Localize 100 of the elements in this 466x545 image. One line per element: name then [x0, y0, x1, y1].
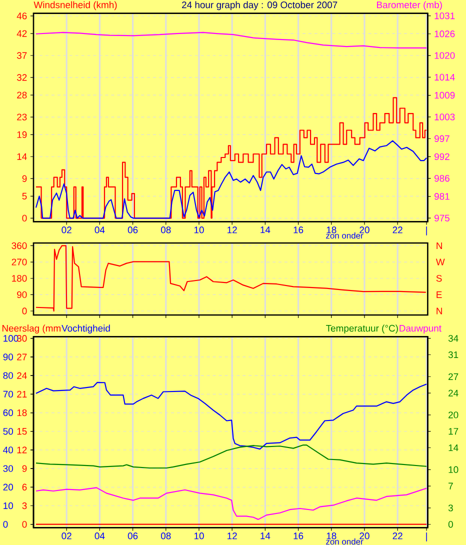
x-tick-label: 08: [161, 532, 171, 540]
y2-tick-label: 986: [434, 175, 450, 182]
x-tick-label: 02: [62, 226, 72, 234]
line-series: [35, 487, 428, 520]
y2-axis-title: Barometer (mb): [377, 1, 442, 10]
x-tick-label: 10: [194, 532, 204, 540]
text: Neerslag (mm: [2, 324, 60, 334]
text: zon onder: [326, 538, 364, 545]
y-tick-label: 0: [3, 521, 8, 528]
y2-tick-label: 3: [448, 504, 453, 512]
x-tick-label: 22: [392, 532, 402, 540]
y-tick-label: 23: [17, 114, 27, 120]
text: N: [436, 308, 442, 314]
y-tick-label: 100: [4, 335, 18, 342]
y-tick-label: 9: [22, 175, 27, 182]
y3-tick-label: 18: [17, 409, 27, 416]
y-tick-label: 42: [16, 30, 27, 37]
x-tick-label: |: [426, 226, 427, 236]
y2-tick-label: 17: [448, 428, 458, 435]
y2-tick-label: 1026: [434, 30, 455, 38]
x-tick-label: 04: [94, 532, 105, 540]
y-tick-label: 46: [16, 12, 27, 20]
text: Temperatuur (°C): [326, 324, 398, 334]
y-tick-label: 37: [16, 52, 27, 59]
line-series: [35, 245, 426, 312]
y-tick-label: 20: [3, 484, 14, 491]
x-tick-label: 02: [62, 532, 72, 540]
x-tick-label: 04: [94, 226, 105, 234]
y2-tick-label: 27: [448, 373, 458, 380]
y2-tick-label: 0: [448, 521, 453, 528]
y-tick-label: 180: [12, 275, 27, 282]
y2-tick-label: 7: [448, 482, 453, 490]
y-tick-label: 10: [4, 502, 14, 510]
y2-tick-label: 1003: [434, 114, 455, 120]
line-series: [35, 32, 428, 49]
x-tick-label: 18: [326, 532, 336, 540]
x-tick-label: 08: [161, 226, 171, 234]
x-tick-label: 22: [392, 226, 402, 234]
y2-tick-label: 20: [448, 412, 458, 418]
text: E: [436, 291, 442, 298]
y2-tick-label: 24: [448, 390, 458, 396]
y-tick-label: 0: [22, 308, 27, 314]
y2-tick-label: 1031: [434, 12, 455, 20]
x-tick-label: |: [426, 532, 427, 542]
y2-tick-label: 981: [434, 193, 450, 200]
text: zon onder: [326, 232, 364, 239]
x-tick-label: 12: [228, 532, 237, 540]
x-tick-label: 14: [260, 226, 270, 234]
x-tick-label: 12: [228, 226, 237, 234]
y-tick-label: 5: [22, 192, 27, 200]
y-tick-label: 270: [12, 258, 27, 266]
x-tick-label: 10: [194, 226, 204, 234]
y-tick-label: 90: [3, 354, 14, 360]
chart-title: 24 hour graph day : 09 October 2007: [182, 1, 338, 10]
line-series: [35, 382, 428, 450]
line-series: [35, 444, 428, 469]
x-tick-label: 06: [128, 226, 138, 234]
y-tick-label: 30: [3, 465, 14, 472]
y2-tick-label: 10: [448, 466, 458, 473]
y2-tick-label: 997: [434, 135, 450, 142]
y-tick-label: 14: [17, 153, 27, 160]
y2-tick-label: 14: [448, 444, 458, 452]
y-tick-label: 60: [3, 409, 14, 416]
y-tick-label: 0: [22, 214, 27, 222]
y3-tick-label: 12: [17, 446, 27, 454]
text: Dauwpunt: [400, 325, 442, 334]
line-series: [35, 140, 428, 219]
y-tick-label: 360: [12, 242, 27, 250]
x-tick-label: 16: [294, 226, 304, 234]
text: S: [436, 275, 442, 282]
y2-tick-label: 1009: [434, 92, 455, 99]
y-tick-label: 32: [16, 74, 27, 81]
y3-tick-label: 27: [17, 354, 27, 360]
y-tick-label: 70: [3, 390, 14, 398]
x-tick-label: 20: [360, 226, 370, 234]
x-tick-label: 16: [294, 532, 304, 540]
text: Vochtigheid: [62, 324, 110, 334]
x-tick-label: 20: [360, 532, 370, 540]
x-tick-label: 14: [260, 532, 270, 540]
y-tick-label: 90: [17, 291, 27, 298]
text: W: [436, 258, 445, 266]
y3-tick-label: 3: [22, 502, 27, 510]
y3-tick-label: 6: [22, 484, 27, 491]
y-tick-label: 80: [3, 372, 14, 379]
y3-tick-label: 15: [17, 428, 27, 435]
y2-tick-label: 992: [434, 153, 450, 160]
y-tick-label: 50: [3, 428, 14, 435]
y3-tick-label: 21: [17, 390, 27, 398]
y-tick-label: 40: [3, 446, 14, 454]
y2-tick-label: 31: [448, 351, 458, 358]
y-tick-label: 28: [17, 92, 27, 98]
y2-tick-label: 1020: [434, 52, 455, 59]
x-tick-label: 18: [326, 226, 336, 234]
y2-tick-label: 1014: [434, 74, 455, 81]
y-tick-label: 19: [17, 131, 27, 138]
x-tick-label: 06: [128, 532, 138, 540]
y2-tick-label: 975: [434, 214, 450, 222]
y3-tick-label: 24: [17, 372, 27, 379]
y2-tick-label: 34: [448, 334, 458, 342]
y-axis-title: Windsnelheid (kmh): [34, 1, 117, 10]
